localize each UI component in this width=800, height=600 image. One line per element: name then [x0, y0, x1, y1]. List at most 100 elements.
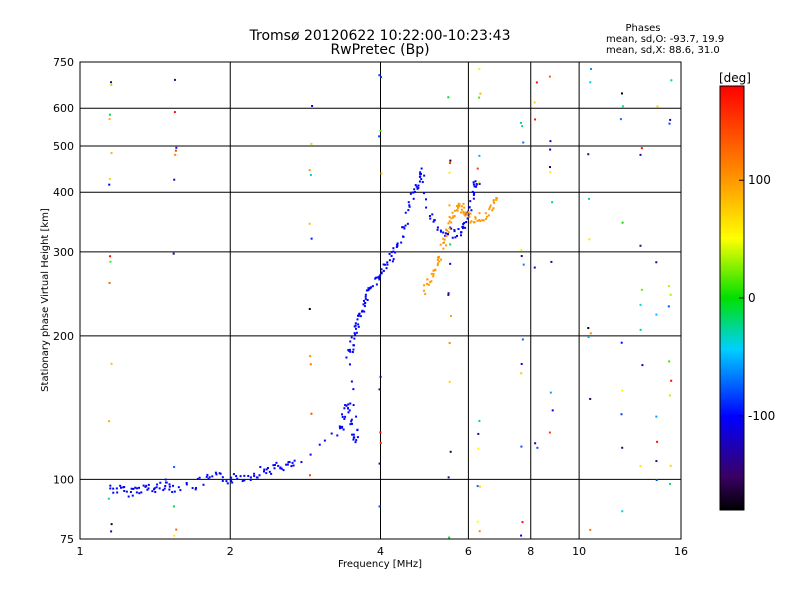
scatter-point [452, 216, 455, 219]
scatter-point [375, 283, 378, 286]
scatter-point [407, 209, 410, 212]
scatter-point [367, 289, 370, 292]
scatter-point [431, 213, 434, 216]
scatter-point [468, 206, 471, 209]
noise-point [478, 181, 481, 184]
scatter-point [488, 208, 491, 211]
noise-point [549, 166, 552, 169]
scatter-point [460, 234, 463, 237]
scatter-point [476, 219, 479, 222]
scatter-point [463, 214, 466, 217]
noise-point [669, 118, 672, 121]
scatter-point [341, 415, 344, 418]
noise-point [621, 510, 624, 513]
scatter-point [446, 233, 449, 236]
scatter-point [386, 261, 389, 264]
scatter-point [376, 276, 379, 279]
scatter-point [225, 480, 228, 483]
noise-point [378, 388, 381, 391]
scatter-point [164, 478, 167, 481]
scatter-point [158, 487, 161, 490]
scatter-point [345, 356, 348, 359]
noise-point [449, 450, 452, 453]
scatter-point [433, 219, 436, 222]
scatter-point [380, 268, 383, 271]
scatter-point [231, 481, 234, 484]
scatter-point [147, 483, 150, 486]
x-tick-label: 6 [465, 545, 472, 558]
scatter-point [350, 336, 353, 339]
noise-point [549, 140, 552, 143]
noise-point [478, 96, 481, 99]
chart-subtitle: RwPretec (Bp) [330, 42, 429, 58]
noise-point [478, 154, 481, 157]
noise-point [669, 464, 672, 467]
scatter-point [286, 463, 289, 466]
x-tick-label: 8 [527, 545, 534, 558]
noise-point [620, 92, 623, 95]
scatter-point [472, 221, 475, 224]
scatter-point [418, 180, 421, 183]
scatter-point [432, 269, 435, 272]
y-tick-label: 200 [53, 330, 74, 343]
scatter-point [466, 213, 469, 216]
scatter-point [422, 289, 425, 292]
noise-point [448, 536, 451, 539]
noise-point [476, 520, 479, 523]
noise-point [534, 442, 537, 445]
noise-point [448, 171, 451, 174]
noise-point [477, 432, 480, 435]
noise-point [640, 147, 643, 150]
y-tick-label: 400 [53, 186, 74, 199]
scatter-point [365, 289, 368, 292]
scatter-point [468, 215, 471, 218]
colorbar-label: [deg] [719, 71, 751, 85]
scatter-point [478, 212, 481, 215]
scatter-point [466, 217, 469, 220]
scatter-point [390, 254, 393, 257]
scatter-point [130, 487, 133, 490]
noise-point [534, 118, 537, 121]
scatter-point [479, 220, 482, 223]
scatter-point [131, 494, 134, 497]
scatter-point [491, 209, 494, 212]
scatter-point [140, 491, 143, 494]
scatter-point [163, 487, 166, 490]
noise-point [655, 313, 658, 316]
scatter-point [159, 481, 162, 484]
x-tick-label: 16 [674, 545, 688, 558]
noise-point [309, 474, 312, 477]
scatter-point [451, 211, 454, 214]
scatter-point [419, 171, 422, 174]
noise-point [668, 394, 671, 397]
scatter-point [462, 222, 465, 225]
scatter-point [408, 204, 411, 207]
colorbar-tick-label: 0 [748, 291, 756, 305]
scatter-point [232, 473, 235, 476]
noise-point [110, 523, 113, 526]
y-tick-label: 300 [53, 246, 74, 259]
noise-point [619, 118, 622, 121]
scatter-point [443, 238, 446, 241]
scatter-point [409, 192, 412, 195]
scatter-point [469, 200, 472, 203]
noise-point [108, 113, 111, 116]
scatter-point [350, 420, 353, 423]
y-tick-label: 100 [53, 473, 74, 486]
scatter-point [496, 197, 499, 200]
scatter-point [198, 476, 201, 479]
scatter-point [109, 487, 112, 490]
scatter-point [415, 185, 418, 188]
scatter-point [456, 206, 459, 209]
noise-point [173, 178, 176, 181]
noise-point [478, 67, 481, 70]
scatter-point [453, 209, 456, 212]
scatter-point [351, 433, 354, 436]
scatter-point [293, 459, 296, 462]
scatter-point [362, 303, 365, 306]
scatter-point [400, 241, 403, 244]
noise-point [520, 534, 523, 537]
scatter-point [221, 476, 224, 479]
scatter-point [450, 217, 453, 220]
scatter-point [382, 269, 385, 272]
